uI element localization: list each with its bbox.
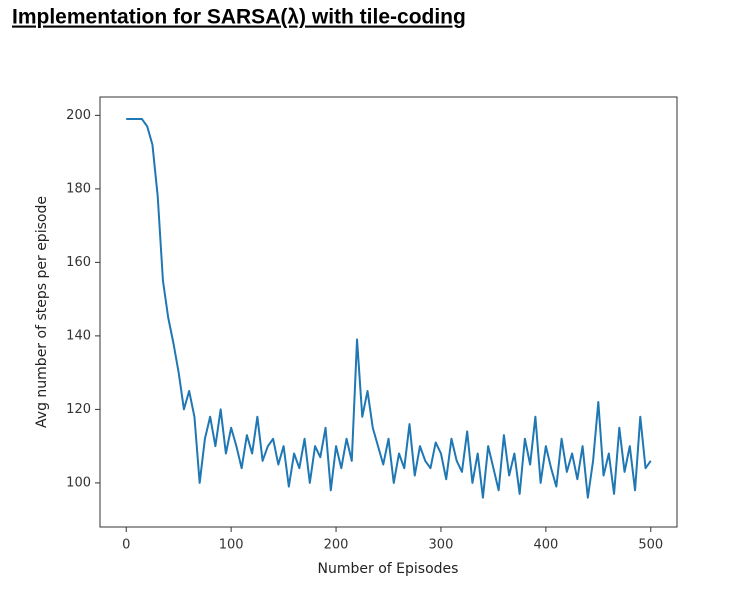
data-line bbox=[126, 118, 652, 499]
x-tick-label: 300 bbox=[429, 538, 454, 553]
y-tick-label: 180 bbox=[66, 181, 91, 196]
y-tick-label: 100 bbox=[66, 475, 91, 490]
chart-title: Implementation for SARSA(λ) with tile-co… bbox=[12, 6, 466, 29]
y-axis-label: Avg number of steps per episode bbox=[34, 196, 50, 428]
x-tick-label: 0 bbox=[122, 538, 130, 553]
y-tick-label: 140 bbox=[66, 328, 91, 343]
x-tick-label: 400 bbox=[533, 538, 558, 553]
y-tick-label: 160 bbox=[66, 255, 91, 270]
y-tick-label: 200 bbox=[66, 108, 91, 123]
x-tick-label: 200 bbox=[324, 538, 349, 553]
y-tick-label: 120 bbox=[66, 402, 91, 417]
x-tick-label: 100 bbox=[219, 538, 244, 553]
x-axis-label: Number of Episodes bbox=[318, 561, 459, 577]
plot-frame bbox=[99, 96, 678, 528]
x-tick-label: 500 bbox=[638, 538, 663, 553]
